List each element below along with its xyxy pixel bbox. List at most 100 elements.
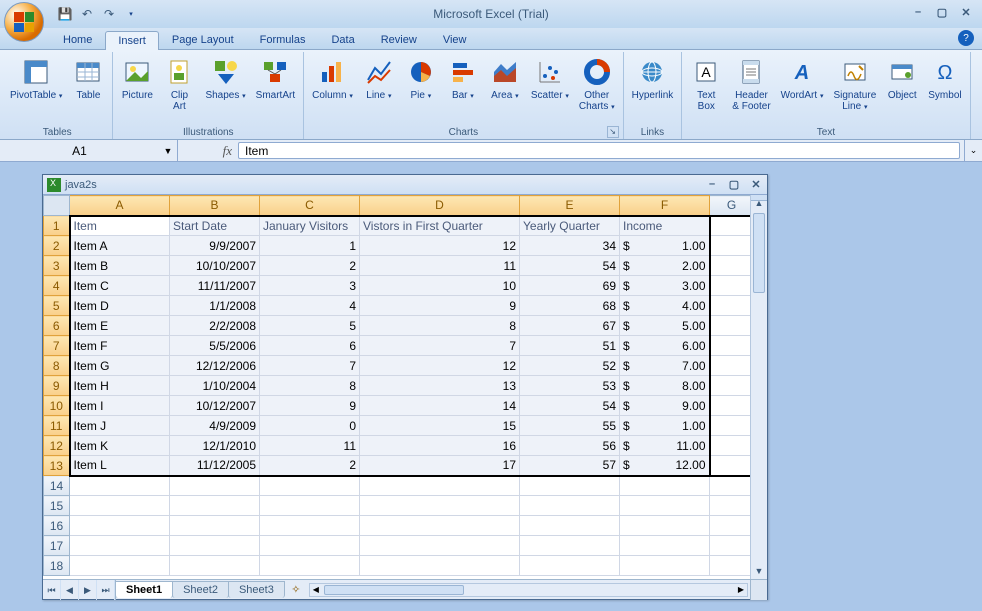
cell[interactable]: 3 [260,276,360,296]
cell[interactable] [70,536,170,556]
tab-scroll-last-icon[interactable]: ⏭ [97,580,115,600]
ribbon-symbol-button[interactable]: ΩSymbol [924,54,965,103]
cell[interactable]: Item I [70,396,170,416]
tab-data[interactable]: Data [318,30,367,49]
cell[interactable]: Yearly Quarter [520,216,620,236]
ribbon-area-button[interactable]: Area ▾ [485,54,525,104]
save-icon[interactable]: 💾 [56,5,74,23]
cell[interactable]: 8 [360,316,520,336]
cell[interactable] [620,496,710,516]
ribbon-column-button[interactable]: Column ▾ [308,54,357,104]
row-header-15[interactable]: 15 [44,496,70,516]
cell[interactable] [170,556,260,576]
cell[interactable]: Income [620,216,710,236]
row-header-6[interactable]: 6 [44,316,70,336]
cell[interactable]: 15 [360,416,520,436]
cell[interactable]: 51 [520,336,620,356]
insert-sheet-icon[interactable]: ✧ [285,583,307,596]
cell[interactable] [710,296,751,316]
cell[interactable]: 9 [260,396,360,416]
cell[interactable]: 10/10/2007 [170,256,260,276]
cell[interactable]: 5 [260,316,360,336]
cell[interactable] [710,236,751,256]
help-icon[interactable]: ? [958,30,974,46]
cell[interactable] [620,536,710,556]
cell[interactable]: 7 [260,356,360,376]
worksheet-grid[interactable]: ABCDEFG1ItemStart DateJanuary VisitorsVi… [43,195,750,579]
ribbon-picture-button[interactable]: Picture [117,54,157,103]
row-header-2[interactable]: 2 [44,236,70,256]
cell[interactable]: 2/2/2008 [170,316,260,336]
undo-icon[interactable]: ↶ [78,5,96,23]
cell[interactable]: Item L [70,456,170,476]
cell[interactable]: $12.00 [620,456,710,476]
cell[interactable] [520,516,620,536]
col-header-F[interactable]: F [620,196,710,216]
ribbon-scatter-button[interactable]: Scatter ▾ [527,54,573,104]
cell[interactable] [170,516,260,536]
cell[interactable]: $11.00 [620,436,710,456]
tab-scroll-first-icon[interactable]: ⏮ [43,580,61,600]
cell[interactable]: Item H [70,376,170,396]
cell[interactable]: Item C [70,276,170,296]
cell[interactable]: 12 [360,356,520,376]
cell[interactable] [260,516,360,536]
cell[interactable] [710,456,751,476]
cell[interactable] [360,556,520,576]
cell[interactable]: Item J [70,416,170,436]
cell[interactable] [170,476,260,496]
tab-scroll-next-icon[interactable]: ▶ [79,580,97,600]
cell[interactable]: 54 [520,396,620,416]
sheet-tab-2[interactable]: Sheet2 [172,581,229,598]
cell[interactable]: 0 [260,416,360,436]
ribbon-object-button[interactable]: Object [882,54,922,103]
cell[interactable] [520,476,620,496]
row-header-8[interactable]: 8 [44,356,70,376]
row-header-7[interactable]: 7 [44,336,70,356]
tab-scroll-prev-icon[interactable]: ◀ [61,580,79,600]
cell[interactable]: 10 [360,276,520,296]
cell[interactable]: 2 [260,256,360,276]
select-all-corner[interactable] [44,196,70,216]
cell[interactable]: 13 [360,376,520,396]
cell[interactable]: $4.00 [620,296,710,316]
cell[interactable]: 16 [360,436,520,456]
cell[interactable] [70,496,170,516]
cell[interactable]: 6 [260,336,360,356]
cell[interactable]: 11/11/2007 [170,276,260,296]
workbook-titlebar[interactable]: java2s – ▢ ✕ [43,175,767,195]
cell[interactable] [520,536,620,556]
cell[interactable] [710,516,751,536]
cell[interactable] [520,556,620,576]
cell[interactable]: $7.00 [620,356,710,376]
col-header-G[interactable]: G [710,196,751,216]
row-header-1[interactable]: 1 [44,216,70,236]
cell[interactable]: 5/5/2006 [170,336,260,356]
cell[interactable] [360,476,520,496]
fx-icon[interactable]: fx [223,143,232,159]
row-header-12[interactable]: 12 [44,436,70,456]
cell[interactable] [260,536,360,556]
cell[interactable]: 10/12/2007 [170,396,260,416]
cell[interactable] [710,496,751,516]
cell[interactable]: 57 [520,456,620,476]
cell[interactable]: $6.00 [620,336,710,356]
ribbon-shapes-button[interactable]: Shapes ▾ [201,54,249,104]
cell[interactable]: 11 [260,436,360,456]
cell[interactable]: 67 [520,316,620,336]
cell[interactable]: 55 [520,416,620,436]
cell[interactable]: 12 [360,236,520,256]
ribbon-textbox-button[interactable]: ATextBox [686,54,726,114]
ribbon-wordart-button[interactable]: AWordArt ▾ [777,54,828,104]
cell[interactable]: $1.00 [620,236,710,256]
cell[interactable] [170,496,260,516]
cell[interactable] [710,416,751,436]
cell[interactable]: Item A [70,236,170,256]
close-button[interactable]: ✕ [958,6,974,19]
col-header-A[interactable]: A [70,196,170,216]
office-button[interactable] [4,2,44,42]
cell[interactable]: 12/12/2006 [170,356,260,376]
cell[interactable] [520,496,620,516]
cell[interactable] [260,476,360,496]
row-header-9[interactable]: 9 [44,376,70,396]
